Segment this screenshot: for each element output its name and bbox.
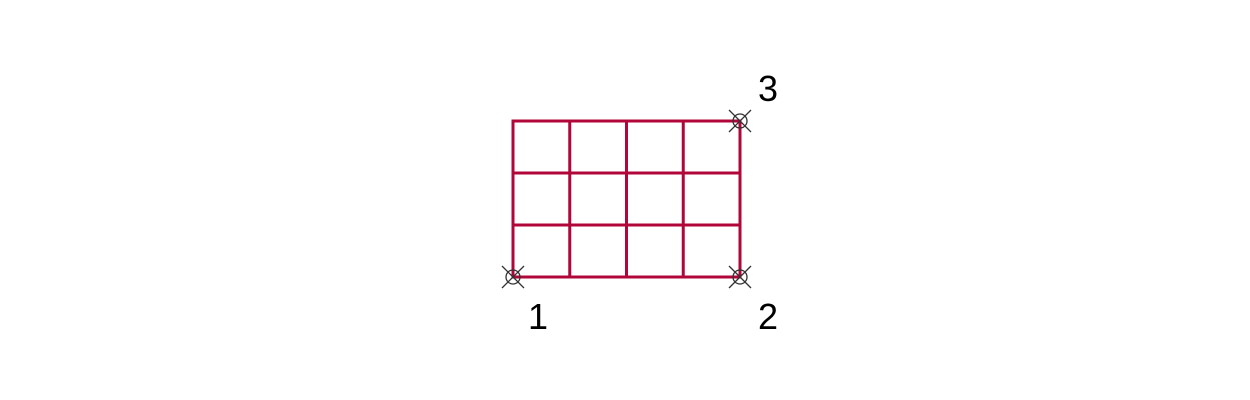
circle-cross-icon bbox=[728, 109, 752, 133]
point-2-marker: 2 bbox=[728, 265, 778, 337]
point-3-marker: 3 bbox=[728, 68, 778, 133]
point-1-label: 1 bbox=[528, 296, 548, 337]
point-1-marker: 1 bbox=[501, 265, 548, 337]
grid bbox=[511, 119, 742, 279]
point-2-label: 2 bbox=[758, 296, 778, 337]
circle-cross-icon bbox=[728, 265, 752, 289]
point-3-label: 3 bbox=[758, 68, 778, 109]
circle-cross-icon bbox=[501, 265, 525, 289]
